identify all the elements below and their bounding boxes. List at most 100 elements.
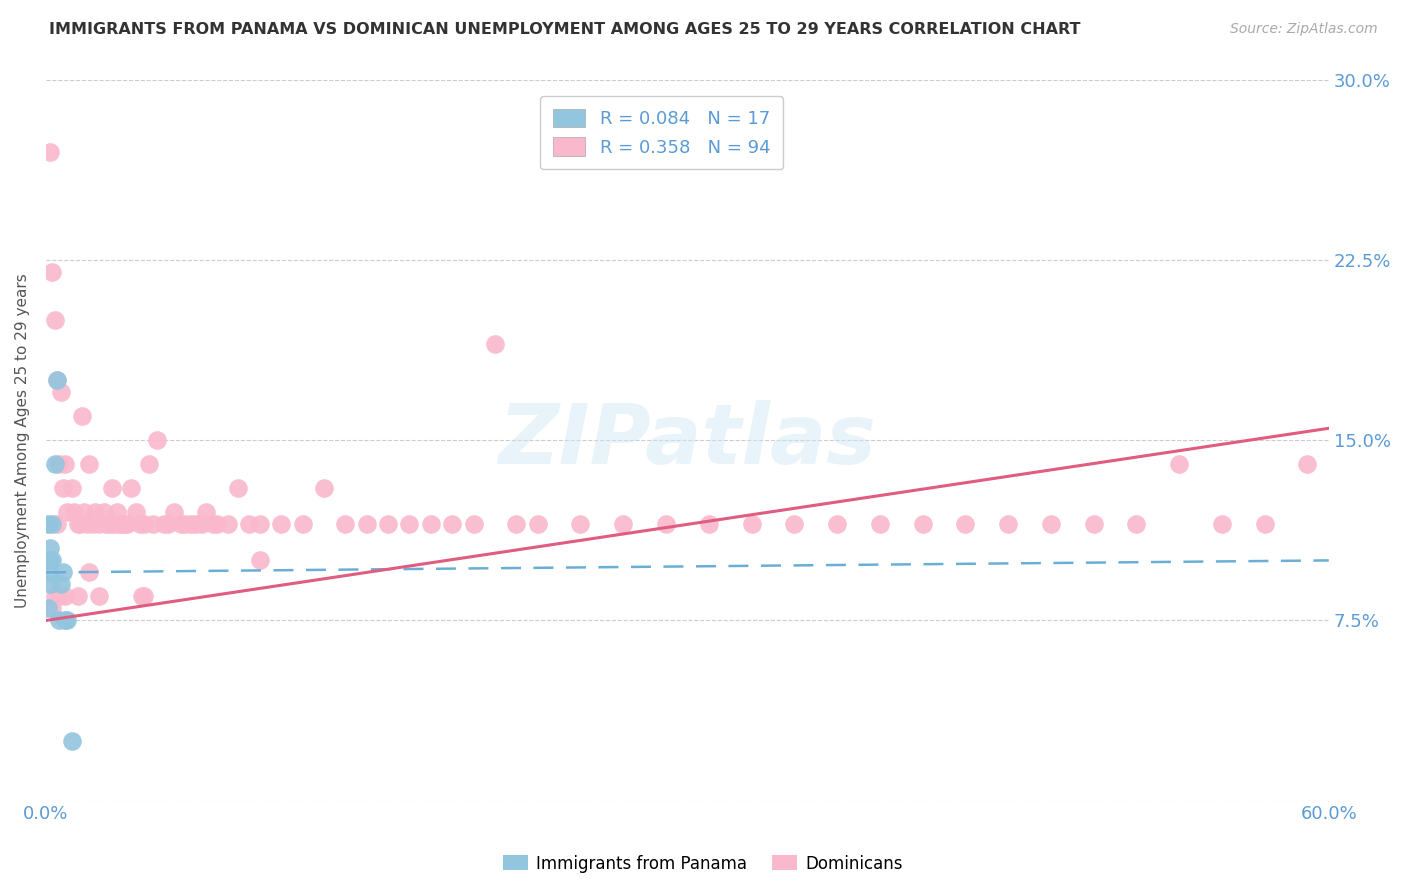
Point (89, 590, 111, 604)
Point (56, 614, 79, 628)
Point (56, 505, 79, 519)
Point (49, 577, 72, 591)
Point (77, 566, 100, 580)
Point (45, 373, 67, 387)
Point (356, 517, 378, 532)
Point (134, 590, 156, 604)
Point (134, 517, 156, 532)
Point (41, 517, 63, 532)
Point (48, 614, 70, 628)
Point (163, 505, 186, 519)
Point (67, 517, 90, 532)
Point (174, 517, 197, 532)
Point (53, 458, 76, 472)
Point (103, 517, 125, 532)
Point (76, 517, 98, 532)
Point (37, 517, 59, 532)
Point (93, 505, 115, 519)
Point (419, 517, 441, 532)
Point (73, 505, 96, 519)
Point (44, 458, 66, 472)
Point (84, 505, 107, 519)
Point (741, 517, 763, 532)
Point (98, 517, 121, 532)
Point (869, 517, 891, 532)
Text: ZIPatlas: ZIPatlas (499, 400, 876, 481)
Point (131, 590, 153, 604)
Point (39, 553, 62, 567)
Point (41, 265, 63, 279)
Point (69, 517, 91, 532)
Legend: Immigrants from Panama, Dominicans: Immigrants from Panama, Dominicans (496, 848, 910, 880)
Point (94, 517, 117, 532)
Point (201, 517, 224, 532)
Point (152, 517, 174, 532)
Point (569, 517, 592, 532)
Text: Source: ZipAtlas.com: Source: ZipAtlas.com (1230, 22, 1378, 37)
Point (62, 505, 84, 519)
Point (52, 566, 75, 580)
Point (72, 409, 94, 424)
Point (39, 541, 62, 556)
Point (249, 517, 271, 532)
Point (484, 337, 506, 351)
Point (45, 517, 67, 532)
Point (156, 517, 179, 532)
Point (1125, 517, 1147, 532)
Point (115, 517, 138, 532)
Point (52, 481, 75, 495)
Point (377, 517, 399, 532)
Point (60, 733, 83, 747)
Point (1168, 458, 1191, 472)
Point (110, 517, 132, 532)
Point (249, 553, 271, 567)
Point (53, 614, 76, 628)
Point (48, 458, 70, 472)
Point (335, 517, 357, 532)
Point (1253, 517, 1275, 532)
Point (48, 590, 70, 604)
Point (655, 517, 678, 532)
Point (184, 517, 207, 532)
Point (41, 553, 63, 567)
Point (612, 517, 634, 532)
Point (105, 505, 128, 519)
Point (1211, 517, 1233, 532)
Point (955, 517, 977, 532)
Point (441, 517, 464, 532)
Point (217, 517, 239, 532)
Point (77, 458, 100, 472)
Point (825, 517, 848, 532)
Point (121, 481, 143, 495)
Point (67, 590, 90, 604)
Point (37, 601, 59, 615)
Point (41, 601, 63, 615)
Point (138, 458, 160, 472)
Text: IMMIGRANTS FROM PANAMA VS DOMINICAN UNEMPLOYMENT AMONG AGES 25 TO 29 YEARS CORRE: IMMIGRANTS FROM PANAMA VS DOMINICAN UNEM… (49, 22, 1081, 37)
Point (39, 145, 62, 159)
Point (180, 517, 202, 532)
Point (49, 385, 72, 400)
Point (1039, 517, 1062, 532)
Point (697, 517, 720, 532)
Point (37, 553, 59, 567)
Point (911, 517, 934, 532)
Point (146, 434, 169, 448)
Point (205, 517, 228, 532)
Point (1083, 517, 1105, 532)
Point (228, 481, 250, 495)
Point (45, 373, 67, 387)
Point (107, 517, 129, 532)
Point (291, 517, 314, 532)
Point (53, 590, 76, 604)
Point (89, 517, 111, 532)
Point (125, 505, 148, 519)
Point (39, 566, 62, 580)
Point (783, 517, 806, 532)
Point (398, 517, 420, 532)
Point (142, 517, 165, 532)
Point (312, 481, 335, 495)
Y-axis label: Unemployment Among Ages 25 to 29 years: Unemployment Among Ages 25 to 29 years (15, 273, 30, 607)
Point (60, 481, 83, 495)
Point (195, 505, 218, 519)
